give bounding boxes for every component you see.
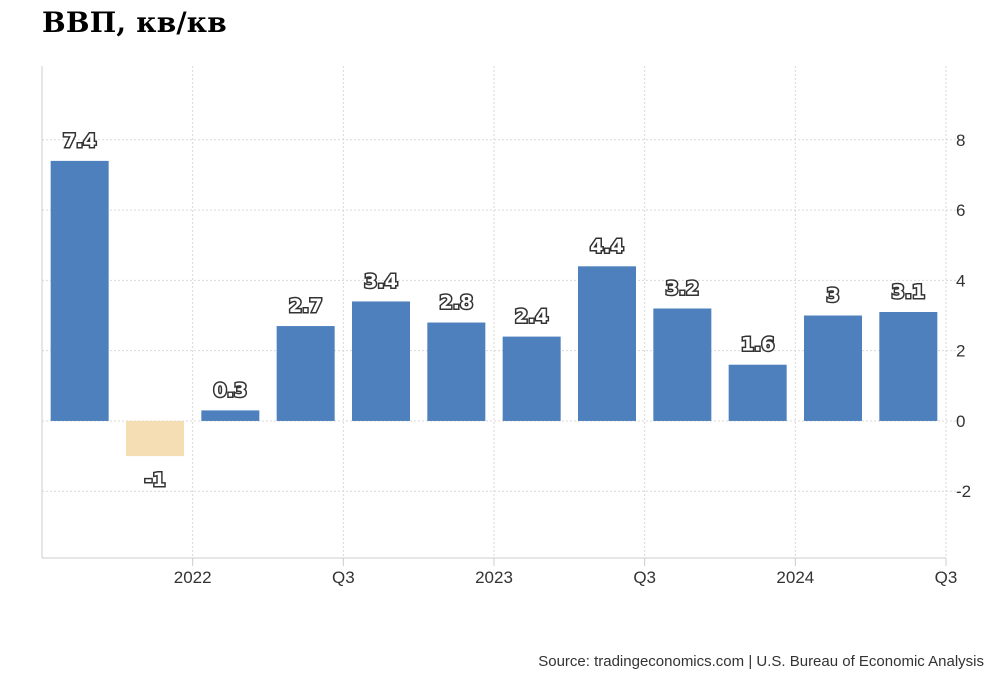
bar [879, 312, 938, 421]
x-tick-label: Q3 [633, 568, 656, 587]
bars [50, 160, 938, 457]
bar [351, 301, 411, 421]
y-tick-label: 0 [956, 412, 965, 431]
grid-lines [42, 66, 962, 558]
bar [728, 364, 787, 421]
bar [577, 266, 637, 421]
bar [125, 420, 185, 457]
x-tick-label: 2024 [776, 568, 814, 587]
plot-frame [41, 66, 947, 559]
x-tick-label: 2022 [174, 568, 212, 587]
bar [502, 336, 561, 421]
bar [201, 410, 260, 421]
bar [427, 322, 486, 421]
bar [653, 308, 712, 421]
bar-value-label: 3.1 [891, 281, 925, 303]
bar-value-label: 7.4 [63, 130, 97, 152]
y-tick-label: 2 [956, 342, 965, 361]
bar [50, 160, 109, 421]
bar-value-label: 2.7 [289, 295, 323, 317]
data-labels: 7.4 -1 0.3 2.7 3.4 2.8 2.4 4.4 3.2 1.6 3 3.1 [61, 128, 926, 492]
x-tick-label: Q3 [332, 568, 355, 587]
x-tick-label: 2023 [475, 568, 513, 587]
bar [276, 326, 335, 421]
bar-value-label: 3.2 [665, 277, 699, 299]
y-axis: -2 0 2 4 6 8 [956, 131, 971, 501]
y-tick-label: 6 [956, 201, 965, 220]
bar-value-label: 4.4 [590, 235, 624, 257]
x-tick-label: Q3 [935, 568, 958, 587]
bar-value-label: 3.4 [364, 270, 398, 292]
y-tick-label: 4 [956, 271, 965, 290]
source-note: Source: tradingeconomics.com | U.S. Bure… [538, 653, 984, 670]
bar [803, 315, 863, 421]
x-axis: 2022 Q3 2023 Q3 2024 Q3 [174, 558, 958, 587]
bar-value-label: 3 [826, 285, 839, 307]
bar-value-label: 0.3 [213, 379, 247, 401]
chart-title: ВВП, кв/кв [42, 6, 227, 39]
y-tick-label: -2 [956, 482, 971, 501]
bar-value-label: -1 [144, 469, 165, 491]
bar-value-label: 1.6 [741, 334, 775, 356]
bar-value-label: 2.8 [439, 292, 473, 314]
y-tick-label: 8 [956, 131, 965, 150]
bar-value-label: 2.4 [515, 306, 549, 328]
